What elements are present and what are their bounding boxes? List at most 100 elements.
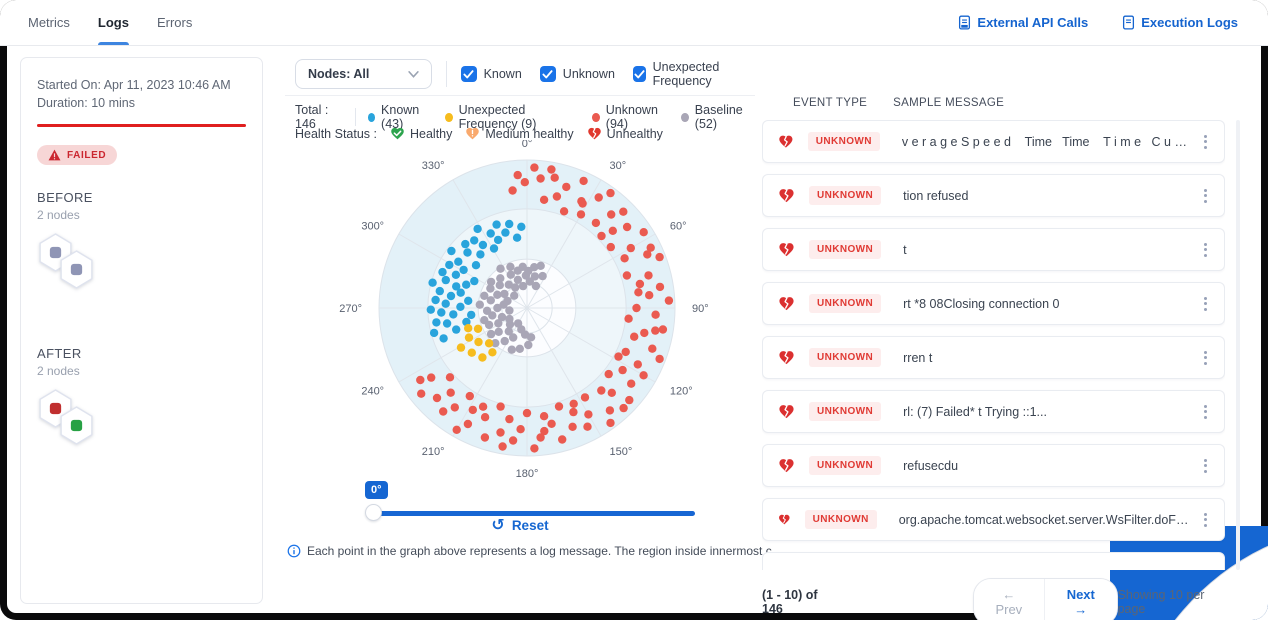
link-external-api-calls[interactable]: External API Calls: [958, 15, 1088, 30]
known-checkbox[interactable]: Known: [460, 66, 522, 82]
event-type-badge: UNKNOWN: [809, 456, 882, 475]
angle-tick-label: 30°: [610, 160, 627, 172]
execution-logs-icon: [1123, 15, 1135, 30]
header-links: External API Calls Execution Logs: [958, 0, 1238, 45]
slider-track[interactable]: [373, 511, 695, 516]
health-legend: Health Status : Healthy Medium healthy Unhe…: [295, 126, 663, 141]
pager-buttons: ← Prev Next →: [972, 578, 1118, 620]
sample-message: org.apache.tomcat.websocket.server.WsFil…: [898, 512, 1191, 527]
external-api-calls-icon: [959, 15, 971, 30]
reset-label: Reset: [511, 517, 549, 533]
event-type-badge: UNKNOWN: [809, 186, 882, 205]
unhealthy-heart-icon: [779, 514, 790, 525]
chart-controls: Nodes: All Known Unknown Unexpected Freque…: [295, 59, 755, 89]
nodes-dropdown-value: Nodes: All: [308, 67, 370, 81]
event-type-badge: UNKNOWN: [809, 348, 882, 367]
row-menu-icon[interactable]: [1201, 186, 1210, 206]
tab-errors[interactable]: Errors: [156, 15, 193, 30]
event-row: UNKNOWN refusecdu: [762, 444, 1225, 487]
legend-label: Baseline (52): [694, 103, 743, 131]
event-table-header: EVENT TYPE SAMPLE MESSAGE: [793, 97, 1004, 109]
unknown-checkbox[interactable]: Unknown: [539, 66, 615, 82]
unhealthy-heart-icon: [779, 243, 794, 257]
sample-message: t: [903, 242, 907, 257]
unhealthy-heart-icon: [779, 405, 794, 419]
health-item-unhealthy: Unhealthy: [587, 126, 663, 141]
unexpected-frequency-checkbox[interactable]: Unexpected Frequency: [632, 60, 755, 88]
tab-logs[interactable]: Logs: [97, 0, 130, 45]
legend-dot: [367, 112, 376, 122]
series-unexpected-frequency: [456, 324, 497, 362]
health-label: Healthy: [410, 126, 453, 141]
angle-tick-label: 210°: [422, 446, 445, 458]
sample-message: rt *8 08Closing connection 0: [903, 296, 1060, 311]
checkbox-icon: [460, 66, 477, 82]
unhealthy-heart-icon: [587, 127, 601, 140]
row-menu-icon[interactable]: [1201, 456, 1210, 476]
event-row: UNKNOWN rl: (7) Failed* t Trying ::1...: [762, 390, 1225, 433]
legend-dot: [592, 112, 600, 122]
legend-dot: [445, 112, 453, 122]
section-title-before: BEFORE: [37, 190, 93, 206]
section-subtitle: 2 nodes: [37, 364, 80, 379]
chart-section: Nodes: All Known Unknown Unexpected Freque…: [285, 45, 1268, 620]
row-menu-icon[interactable]: [1201, 402, 1210, 422]
legend-label: Unknown (94): [605, 103, 658, 131]
node-hexagon[interactable]: [58, 249, 95, 295]
event-rows: UNKNOWN v e r a g e S p e e d Time Time T…: [762, 120, 1225, 570]
slider-handle-start[interactable]: [365, 504, 382, 521]
divider: [285, 95, 755, 96]
next-label: Next: [1066, 587, 1095, 602]
prev-button[interactable]: ← Prev: [973, 579, 1044, 620]
pagination-range: (1 - 10) of 146: [762, 588, 818, 616]
scrollbar[interactable]: [1236, 120, 1240, 570]
chevron-down-icon: [407, 70, 419, 78]
nodes-dropdown[interactable]: Nodes: All: [295, 59, 432, 89]
unhealthy-heart-icon: [779, 297, 794, 311]
run-progress-bar: [37, 124, 246, 128]
angle-tick-label: 90°: [692, 303, 709, 315]
row-menu-icon[interactable]: [1201, 240, 1210, 260]
sample-message: refusecdu: [903, 458, 959, 473]
angle-tick-label: 180°: [516, 468, 539, 480]
unexpected-frequency-checkbox-label: Unexpected Frequency: [652, 60, 720, 88]
tab-metrics[interactable]: Metrics: [28, 15, 70, 30]
event-row: UNKNOWN t: [762, 228, 1225, 271]
series-known: [426, 219, 526, 343]
next-button[interactable]: Next →: [1044, 579, 1117, 620]
health-item-medium-healthy: Medium healthy: [465, 126, 574, 141]
hexagon-node-icon: [60, 406, 93, 446]
event-type-badge: UNKNOWN: [804, 510, 877, 529]
run-summary-panel: Started On: Apr 11, 2023 10:46 AM Durati…: [20, 57, 263, 604]
legend-dot: [681, 112, 689, 122]
node-hexagon[interactable]: [58, 405, 95, 451]
legend-label: Unexpected Frequency (9): [458, 103, 537, 131]
checkbox-icon: [539, 66, 556, 82]
row-menu-icon[interactable]: [1201, 348, 1210, 368]
angle-tick-label: 270°: [339, 303, 362, 315]
event-row-partial: [762, 552, 1225, 570]
slider-min-badge: 0°: [365, 481, 388, 499]
prev-label: Prev: [995, 602, 1023, 617]
total-count: Total : 146: [295, 103, 329, 131]
row-menu-icon[interactable]: [1201, 132, 1210, 152]
column-sample-message: SAMPLE MESSAGE: [893, 97, 1005, 109]
started-on-text: Started On: Apr 11, 2023 10:46 AM: [37, 78, 231, 92]
duration-text: Duration: 10 mins: [37, 96, 135, 111]
reset-icon: ↺: [491, 515, 505, 534]
row-menu-icon[interactable]: [1201, 294, 1210, 314]
legend-label: Known (43): [381, 103, 420, 131]
event-list-section: EVENT TYPE SAMPLE MESSAGE UNKNOWN v e r a…: [745, 45, 1242, 620]
link-execution-logs[interactable]: Execution Logs: [1122, 15, 1238, 30]
row-menu-icon[interactable]: [1201, 510, 1210, 530]
medium-healthy-heart-icon: [466, 127, 480, 140]
unhealthy-heart-icon: [779, 351, 794, 365]
pagination: (1 - 10) of 146 ← Prev Next → Showing 10…: [762, 578, 1225, 620]
legend-item-baseline-52: Baseline (52): [681, 103, 755, 131]
unhealthy-heart-icon: [779, 189, 794, 203]
sample-message: v e r a g e S p e e d Time Time T i m e …: [901, 134, 1191, 149]
reset-button[interactable]: ↺ Reset: [285, 517, 755, 533]
legend-item-known-43: Known (43): [367, 103, 434, 131]
angle-range-slider: 0° 360°: [365, 481, 1268, 620]
legend-item-unexpected-frequency-9: Unexpected Frequency (9): [445, 103, 580, 131]
